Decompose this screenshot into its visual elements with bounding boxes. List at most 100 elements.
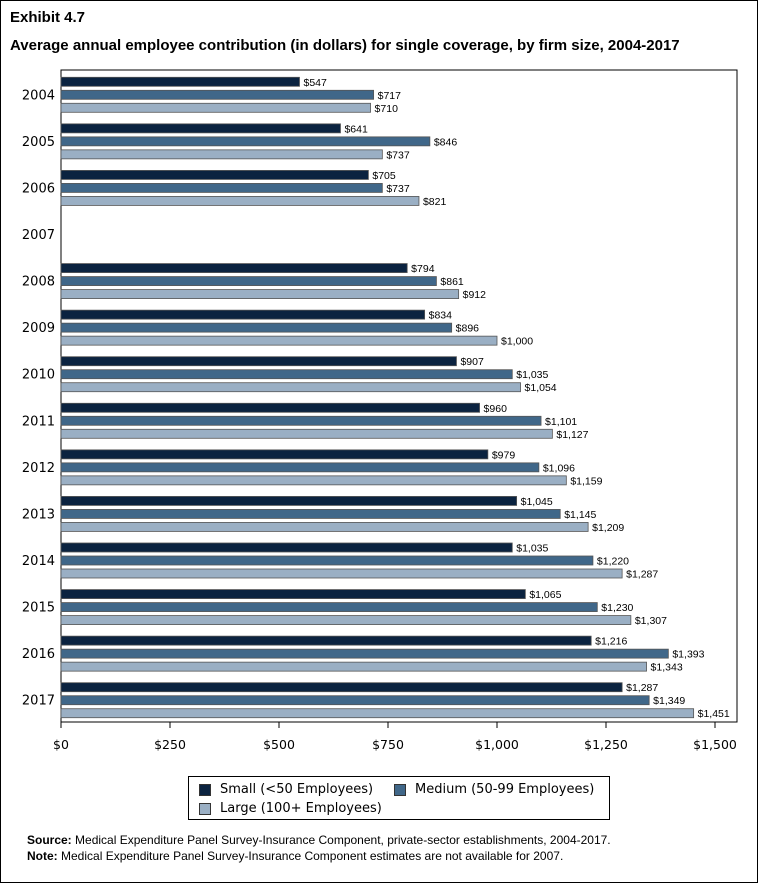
bar [60,415,542,426]
bar [60,196,420,206]
data-label: $896 [456,323,480,335]
data-label: $737 [386,183,410,195]
category-label: 2017 [22,694,55,709]
data-label: $1,393 [672,649,704,661]
category-label: 2014 [22,554,55,569]
bar [60,382,521,393]
data-label: $1,065 [529,589,561,601]
x-tick-label: $1,500 [693,737,737,752]
bar [60,356,457,367]
bar [60,123,341,134]
bar [60,462,540,473]
bar [60,635,592,646]
data-label: $1,096 [543,462,575,474]
data-label: $1,159 [570,475,602,487]
data-label: $1,101 [545,416,577,428]
data-label: $641 [344,123,368,135]
category-label: 2011 [22,414,55,429]
legend-label: Large (100+ Employees) [220,801,382,816]
category-label: 2008 [22,275,55,290]
data-label: $846 [434,136,458,148]
source-label: Source: [27,833,72,847]
category-label: 2016 [22,647,55,662]
bar [60,309,426,320]
bar [60,76,300,87]
legend-swatch [199,802,211,815]
x-tick-label: $750 [372,737,404,752]
bar [60,263,408,273]
data-label: $1,343 [651,662,683,674]
bar [60,522,589,532]
bar [60,648,669,659]
bar [60,183,383,193]
bar [60,602,598,612]
legend-label: Small (<50 Employees) [220,782,374,797]
x-tick-label: $0 [53,737,69,752]
bar [60,589,526,599]
data-label: $1,145 [564,509,596,521]
category-label: 2007 [22,228,55,243]
legend: Small (<50 Employees) Medium (50-99 Empl… [188,776,610,820]
category-label: 2005 [22,135,55,150]
x-tick-label: $250 [154,737,186,752]
category-label: 2006 [22,181,55,196]
data-label: $861 [440,276,464,288]
category-label: 2013 [22,507,55,522]
data-label: $1,451 [698,708,730,720]
x-tick-label: $1,000 [475,737,519,752]
data-label: $1,000 [501,336,533,348]
category-label: 2009 [22,321,55,336]
data-label: $1,216 [595,636,627,648]
bar [60,428,553,439]
category-label: 2004 [22,88,55,103]
note-text: Medical Expenditure Panel Survey-Insuran… [57,849,564,863]
note-label: Note: [27,849,58,863]
data-label: $1,287 [626,569,658,581]
legend-label: Medium (50-99 Employees) [415,782,595,797]
bar [60,496,518,506]
legend-item-large: Large (100+ Employees) [199,801,382,816]
bar [60,289,460,299]
data-label: $1,287 [626,682,658,694]
bar [60,89,375,100]
bar [60,369,513,380]
bar [60,449,489,460]
bar [60,475,567,486]
data-label: $794 [411,263,435,275]
bar [60,615,632,625]
source-note: Source: Medical Expenditure Panel Survey… [27,833,611,847]
data-label: $1,209 [592,522,624,534]
data-label: $710 [375,103,399,115]
bar [60,335,498,346]
chart-title: Average annual employee contribution (in… [10,37,680,54]
bar [60,661,647,672]
source-text: Medical Expenditure Panel Survey-Insuran… [71,833,611,847]
data-label: $1,054 [525,382,557,394]
bar [60,542,513,553]
legend-item-medium: Medium (50-99 Employees) [394,782,594,797]
data-label: $1,307 [635,615,667,627]
data-label: $1,349 [653,695,685,707]
data-label: $960 [484,403,508,415]
category-label: 2015 [22,601,55,616]
data-label: $717 [378,90,402,102]
data-label: $1,127 [556,429,588,441]
x-tick-label: $1,250 [584,737,628,752]
plot-area [60,69,738,723]
data-label: $1,035 [516,543,548,555]
category-label: 2010 [22,368,55,383]
bar [60,568,623,579]
bar [60,695,650,706]
data-label: $907 [460,356,484,368]
data-label: $1,220 [597,556,629,568]
data-label: $737 [386,149,410,161]
bar [60,402,480,413]
data-label: $821 [423,196,447,208]
bar [60,276,437,286]
data-label: $1,045 [521,496,553,508]
bar [60,509,561,519]
legend-swatch [199,783,211,796]
availability-note: Note: Medical Expenditure Panel Survey-I… [27,849,563,863]
data-label: $1,035 [516,369,548,381]
